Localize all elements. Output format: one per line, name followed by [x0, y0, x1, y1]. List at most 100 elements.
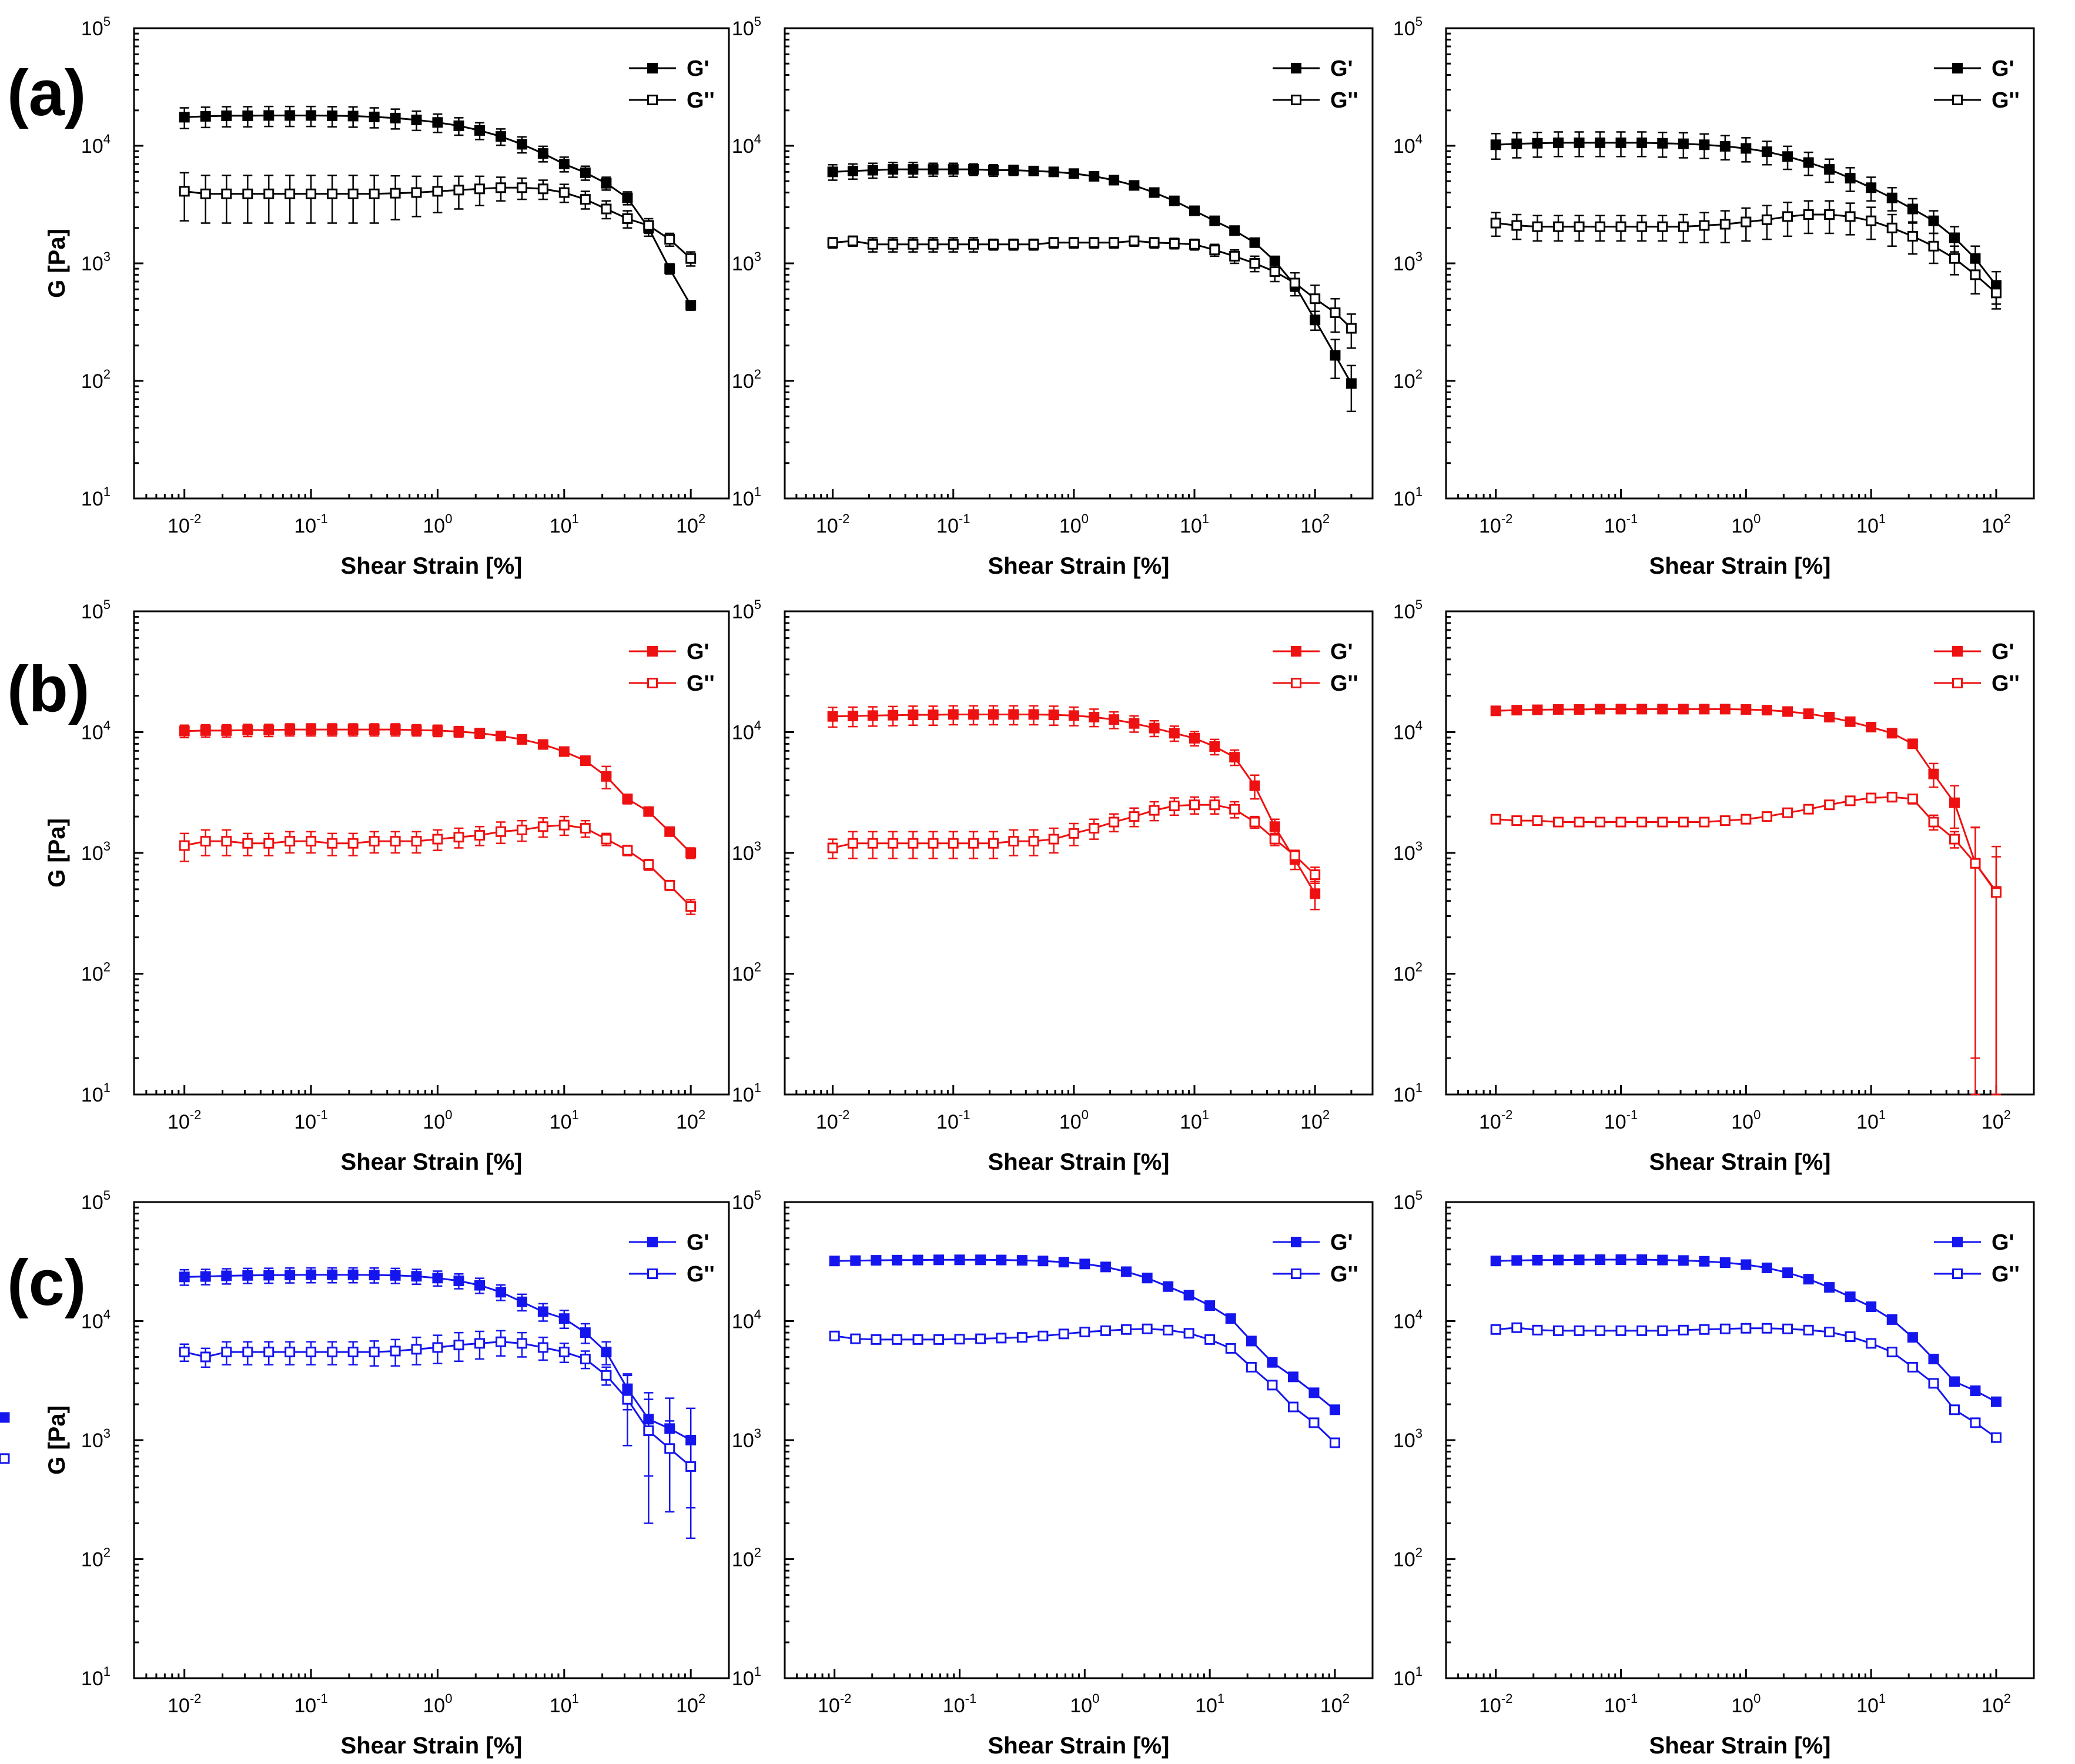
data-point	[347, 111, 359, 122]
data-point	[601, 203, 612, 215]
data-point	[1129, 811, 1140, 822]
data-point	[1782, 1323, 1793, 1334]
data-point	[1269, 266, 1280, 277]
x-tick-label: 100	[1731, 511, 1761, 537]
data-point	[580, 823, 591, 834]
data-point	[968, 239, 979, 250]
data-point	[829, 1256, 840, 1267]
data-point	[622, 192, 633, 203]
x-axis-label: Shear Strain [%]	[988, 1149, 1170, 1175]
y-tick-label: 101	[732, 484, 761, 510]
data-point	[1532, 815, 1543, 826]
data-point	[1008, 836, 1019, 847]
data-point	[1068, 828, 1079, 839]
data-point	[1886, 791, 1897, 802]
data-point	[908, 164, 919, 175]
data-point	[1109, 816, 1120, 828]
data-point	[1008, 239, 1019, 250]
data-point	[347, 724, 359, 735]
data-point	[968, 709, 979, 720]
data-point	[221, 725, 232, 736]
x-tick-label: 100	[423, 1107, 452, 1133]
data-point	[867, 838, 878, 849]
data-point	[1678, 221, 1689, 232]
data-point	[1289, 850, 1300, 861]
data-point	[1824, 164, 1835, 175]
x-tick-label: 101	[1195, 1691, 1224, 1717]
data-point	[390, 1270, 401, 1281]
legend-marker	[1952, 95, 1963, 105]
data-point	[1149, 237, 1160, 248]
data-point	[1532, 138, 1543, 149]
data-point	[580, 1327, 591, 1338]
data-point	[1574, 1325, 1585, 1336]
data-point	[1866, 792, 1877, 804]
data-point	[912, 1334, 923, 1345]
data-point	[1229, 804, 1240, 815]
data-point	[1928, 1354, 1939, 1365]
legend-marker	[1952, 646, 1963, 657]
legend-marker	[647, 678, 658, 688]
data-point	[1553, 704, 1564, 715]
data-point	[580, 755, 591, 766]
data-point	[1149, 187, 1160, 198]
data-point	[411, 1271, 422, 1282]
data-point	[1189, 239, 1200, 250]
x-tick-label: 101	[550, 511, 579, 537]
y-tick-label: 102	[1393, 1545, 1423, 1571]
data-point	[1699, 1256, 1710, 1267]
series-g-double-prime	[179, 1330, 697, 1524]
data-point	[516, 1296, 527, 1307]
data-point	[221, 188, 232, 199]
y-tick-label: 102	[1393, 367, 1423, 393]
data-point	[179, 186, 190, 197]
data-point	[516, 139, 527, 150]
data-point	[179, 1347, 190, 1358]
data-point	[1246, 1361, 1257, 1373]
data-point	[306, 1269, 317, 1280]
data-point	[390, 1345, 401, 1357]
chart-b1: 101 102 103 104 105 10-2 10-1 100 101 102 Shear St…	[44, 597, 730, 1175]
data-point	[1615, 221, 1626, 232]
legend-label: G'	[1330, 640, 1353, 664]
x-axis-label: Shear Strain [%]	[988, 553, 1170, 579]
data-point	[1594, 1254, 1605, 1266]
legend-marker	[1291, 1268, 1301, 1279]
data-point	[1803, 708, 1814, 719]
y-tick-label: 105	[732, 597, 761, 623]
data-point	[1741, 704, 1752, 715]
y-tick-label: 104	[81, 718, 111, 744]
data-point	[1699, 704, 1710, 715]
data-point	[1310, 888, 1321, 899]
data-point	[369, 1347, 380, 1358]
data-point	[996, 1333, 1007, 1344]
x-tick-label: 101	[1856, 511, 1886, 537]
data-point	[1109, 175, 1120, 186]
data-point	[1183, 1290, 1194, 1301]
data-point	[347, 838, 359, 849]
x-tick-label: 101	[550, 1691, 579, 1717]
y-tick-label: 105	[1393, 597, 1423, 623]
data-point	[1169, 195, 1180, 206]
data-point	[827, 711, 838, 722]
data-point	[1866, 182, 1877, 193]
data-point	[1928, 1378, 1939, 1389]
data-point	[1269, 821, 1280, 832]
data-point	[1574, 137, 1585, 148]
y-tick-label: 101	[732, 1664, 761, 1690]
data-point	[1719, 1323, 1731, 1334]
legend-label: G'	[1992, 56, 2014, 81]
x-tick-label: 10-2	[1479, 1107, 1512, 1133]
data-point	[474, 125, 486, 136]
x-tick-label: 102	[1300, 1107, 1330, 1133]
legend-label: G'	[1330, 1230, 1353, 1255]
data-point	[1532, 704, 1543, 715]
data-point	[1615, 1325, 1626, 1336]
data-point	[242, 1270, 253, 1281]
data-point	[908, 838, 919, 849]
y-tick-label: 105	[1393, 1188, 1423, 1214]
data-point	[285, 188, 296, 199]
data-point	[1553, 137, 1564, 148]
data-point	[1782, 807, 1793, 818]
data-point	[1886, 728, 1897, 739]
